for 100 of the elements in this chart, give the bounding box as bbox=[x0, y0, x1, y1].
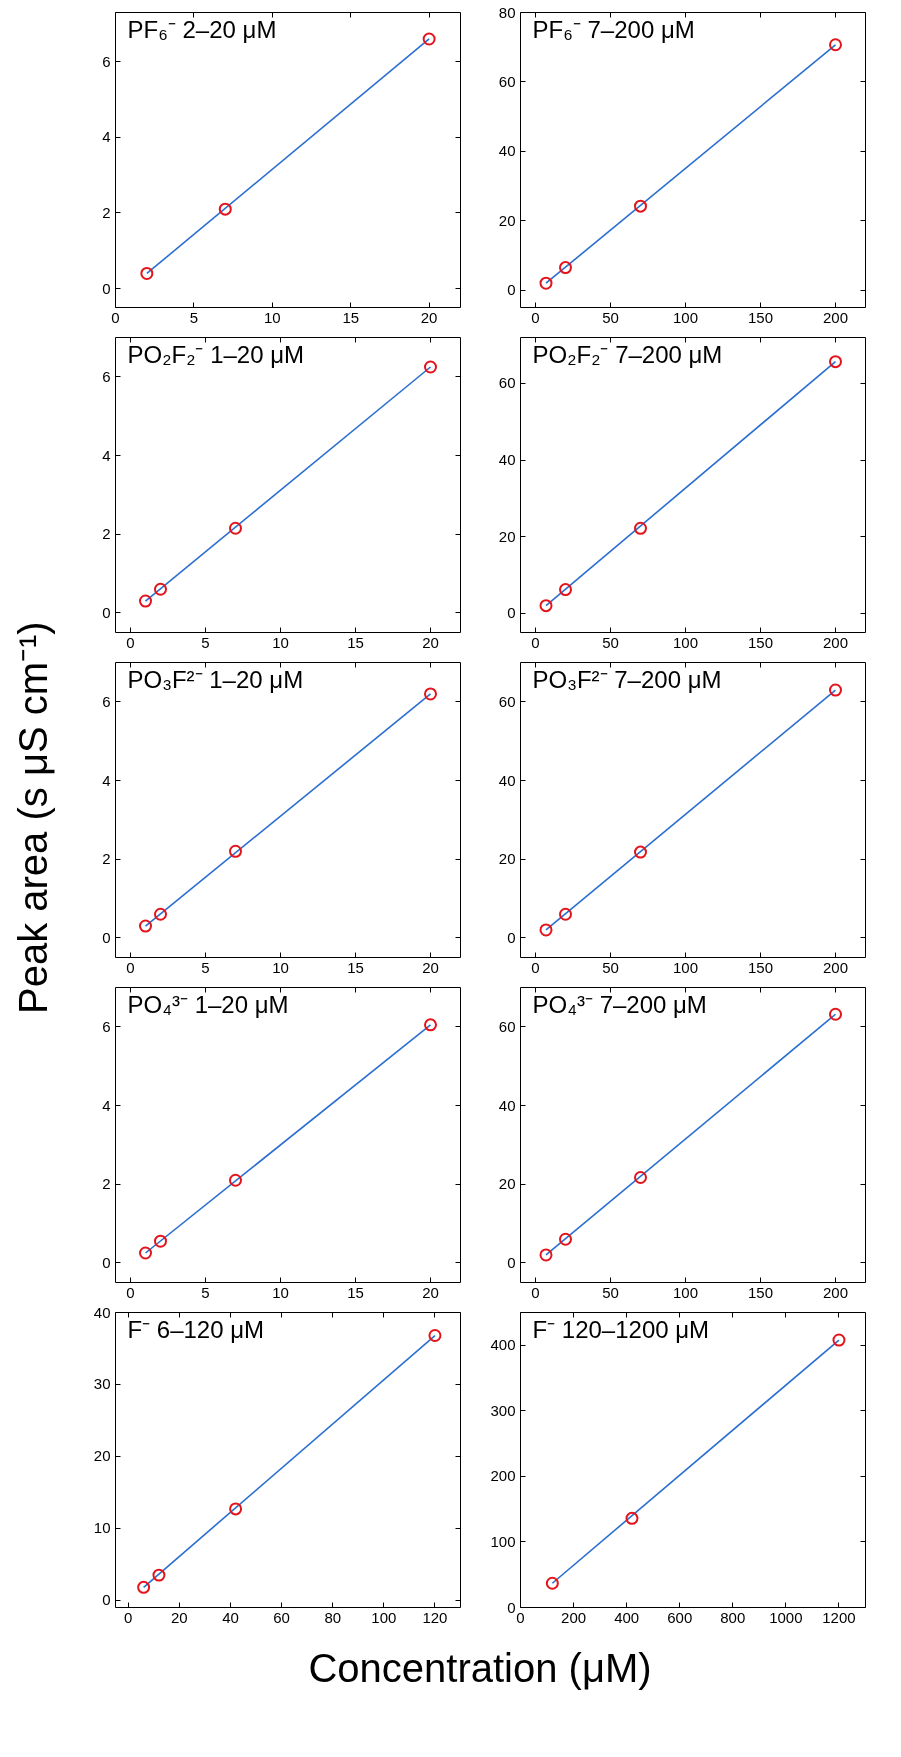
y-tick-label: 60 bbox=[498, 692, 516, 710]
chart-title: PO₂F₂⁻ 7–200 μM bbox=[532, 340, 723, 368]
x-tick-label: 0 bbox=[124, 1608, 133, 1626]
x-tick-label: 200 bbox=[822, 633, 849, 651]
x-tick-label: 20 bbox=[420, 308, 438, 326]
x-tick-label: 20 bbox=[422, 1283, 439, 1301]
chart-title: PO₃F²⁻ 7–200 μM bbox=[532, 665, 722, 693]
x-tick-label: 100 bbox=[672, 633, 699, 651]
y-tick-label: 4 bbox=[102, 771, 111, 789]
y-tick-label: 400 bbox=[490, 1336, 516, 1354]
x-tick-label: 50 bbox=[602, 1283, 619, 1301]
y-tick-label: 0 bbox=[102, 928, 111, 946]
chart-title: PO₂F₂⁻ 1–20 μM bbox=[127, 340, 305, 368]
y-tick-label: 40 bbox=[498, 1096, 516, 1114]
x-tick-label: 15 bbox=[347, 633, 364, 651]
x-tick-label: 150 bbox=[747, 633, 774, 651]
y-tick-label: 80 bbox=[498, 3, 516, 21]
y-tick-label: 6 bbox=[102, 367, 111, 385]
y-tick-label: 6 bbox=[102, 1017, 111, 1035]
x-tick-label: 5 bbox=[201, 1283, 210, 1301]
x-tick-label: 1200 bbox=[822, 1608, 856, 1626]
x-tick-label: 100 bbox=[672, 308, 699, 326]
x-tick-label: 120 bbox=[422, 1608, 448, 1626]
y-tick-label: 20 bbox=[498, 850, 516, 868]
y-tick-label: 20 bbox=[498, 527, 516, 545]
x-tick-label: 100 bbox=[371, 1608, 397, 1626]
x-tick-label: 800 bbox=[720, 1608, 746, 1626]
y-tick-label: 6 bbox=[102, 52, 111, 70]
text: Concentration (μM) bbox=[308, 1645, 652, 1692]
x-tick-label: 5 bbox=[201, 958, 210, 976]
y-tick-label: 2 bbox=[102, 1175, 111, 1193]
chart-title: PO₄³⁻ 1–20 μM bbox=[127, 990, 289, 1018]
x-tick-label: 0 bbox=[126, 633, 135, 651]
x-tick-label: 80 bbox=[324, 1608, 342, 1626]
y-tick-label: 60 bbox=[498, 374, 516, 392]
y-tick-label: 0 bbox=[102, 1591, 111, 1609]
x-tick-label: 5 bbox=[189, 308, 199, 326]
x-tick-label: 15 bbox=[342, 308, 360, 326]
y-tick-label: 0 bbox=[507, 928, 516, 946]
y-tick-label: 0 bbox=[507, 1253, 516, 1271]
x-tick-label: 150 bbox=[747, 1283, 774, 1301]
text: Peak area (s μS cm⁻¹) bbox=[10, 621, 56, 1014]
x-tick-label: 0 bbox=[531, 958, 540, 976]
x-tick-label: 10 bbox=[272, 1283, 289, 1301]
y-tick-label: 20 bbox=[498, 1175, 516, 1193]
x-tick-label: 20 bbox=[422, 958, 439, 976]
x-tick-label: 150 bbox=[747, 958, 774, 976]
x-tick-label: 15 bbox=[347, 958, 364, 976]
x-tick-label: 10 bbox=[272, 958, 289, 976]
x-tick-label: 0 bbox=[126, 958, 135, 976]
y-tick-label: 0 bbox=[102, 1253, 111, 1271]
y-tick-label: 4 bbox=[102, 446, 111, 464]
y-tick-label: 2 bbox=[102, 203, 111, 221]
chart-title: F⁻ 6–120 μM bbox=[127, 1315, 265, 1343]
x-tick-label: 50 bbox=[602, 633, 619, 651]
y-tick-label: 40 bbox=[498, 771, 516, 789]
y-tick-label: 4 bbox=[102, 128, 111, 146]
x-tick-label: 200 bbox=[822, 308, 849, 326]
y-tick-label: 10 bbox=[93, 1519, 111, 1537]
y-tick-label: 6 bbox=[102, 692, 111, 710]
x-tick-label: 400 bbox=[614, 1608, 640, 1626]
x-tick-label: 15 bbox=[347, 1283, 364, 1301]
x-tick-label: 200 bbox=[561, 1608, 587, 1626]
x-tick-label: 200 bbox=[822, 958, 849, 976]
y-tick-label: 0 bbox=[507, 281, 516, 299]
x-tick-label: 1000 bbox=[769, 1608, 803, 1626]
chart-title: PO₄³⁻ 7–200 μM bbox=[532, 990, 707, 1018]
x-tick-label: 600 bbox=[667, 1608, 693, 1626]
y-tick-label: 2 bbox=[102, 850, 111, 868]
y-tick-label: 300 bbox=[490, 1401, 516, 1419]
y-tick-label: 100 bbox=[490, 1532, 516, 1550]
y-tick-label: 40 bbox=[93, 1303, 111, 1321]
x-tick-label: 100 bbox=[672, 958, 699, 976]
chart-title: PO₃F²⁻ 1–20 μM bbox=[127, 665, 304, 693]
y-tick-label: 40 bbox=[498, 451, 516, 469]
y-tick-label: 2 bbox=[102, 525, 111, 543]
y-tick-label: 30 bbox=[93, 1375, 111, 1393]
x-tick-label: 5 bbox=[201, 633, 210, 651]
x-tick-label: 10 bbox=[263, 308, 281, 326]
y-tick-label: 20 bbox=[498, 211, 516, 229]
chart-title: F⁻ 120–1200 μM bbox=[532, 1315, 710, 1343]
chart-title: PF₆⁻ 7–200 μM bbox=[532, 15, 695, 43]
x-tick-label: 0 bbox=[531, 308, 540, 326]
y-tick-label: 0 bbox=[507, 604, 516, 622]
x-tick-label: 60 bbox=[273, 1608, 290, 1626]
y-tick-label: 200 bbox=[490, 1467, 516, 1485]
y-tick-label: 0 bbox=[102, 603, 111, 621]
x-tick-label: 100 bbox=[672, 1283, 699, 1301]
x-tick-label: 10 bbox=[272, 633, 289, 651]
y-tick-label: 40 bbox=[498, 142, 516, 160]
x-tick-label: 50 bbox=[602, 308, 619, 326]
x-tick-label: 50 bbox=[602, 958, 619, 976]
x-tick-label: 0 bbox=[126, 1283, 135, 1301]
x-tick-label: 0 bbox=[531, 1283, 540, 1301]
x-tick-label: 40 bbox=[222, 1608, 239, 1626]
x-tick-label: 20 bbox=[171, 1608, 188, 1626]
y-tick-label: 60 bbox=[498, 72, 516, 90]
x-tick-label: 0 bbox=[531, 633, 540, 651]
y-tick-label: 60 bbox=[498, 1017, 516, 1035]
x-tick-label: 200 bbox=[822, 1283, 849, 1301]
